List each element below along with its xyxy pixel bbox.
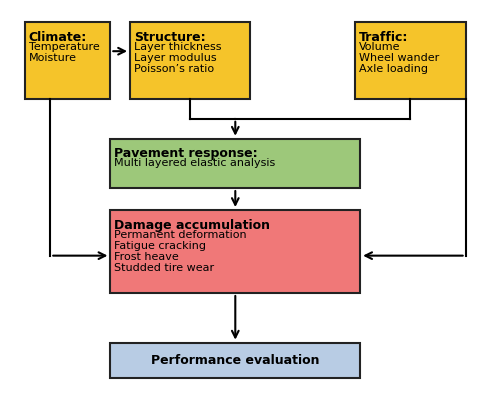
Text: Pavement response:: Pavement response: <box>114 147 258 160</box>
Text: Permanent deformation: Permanent deformation <box>114 230 247 240</box>
Text: Damage accumulation: Damage accumulation <box>114 219 270 231</box>
Text: Studded tire wear: Studded tire wear <box>114 263 214 273</box>
Text: Traffic:: Traffic: <box>360 31 408 44</box>
Text: Performance evaluation: Performance evaluation <box>151 354 320 367</box>
FancyBboxPatch shape <box>130 22 250 99</box>
Text: Frost heave: Frost heave <box>114 252 179 262</box>
Text: Moisture: Moisture <box>28 53 76 63</box>
Text: Layer thickness: Layer thickness <box>134 42 222 52</box>
FancyBboxPatch shape <box>110 210 360 293</box>
Text: Volume: Volume <box>360 42 401 52</box>
FancyBboxPatch shape <box>24 22 110 99</box>
Text: Climate:: Climate: <box>28 31 87 44</box>
Text: Axle loading: Axle loading <box>360 64 428 74</box>
Text: Structure:: Structure: <box>134 31 206 44</box>
FancyBboxPatch shape <box>110 139 360 188</box>
Text: Wheel wander: Wheel wander <box>360 53 440 63</box>
Text: Poisson’s ratio: Poisson’s ratio <box>134 64 214 74</box>
FancyBboxPatch shape <box>110 343 360 378</box>
Text: Layer modulus: Layer modulus <box>134 53 216 63</box>
Text: Temperature: Temperature <box>28 42 100 52</box>
FancyBboxPatch shape <box>356 22 466 99</box>
Text: Multi layered elastic analysis: Multi layered elastic analysis <box>114 158 276 168</box>
Text: Fatigue cracking: Fatigue cracking <box>114 241 206 251</box>
